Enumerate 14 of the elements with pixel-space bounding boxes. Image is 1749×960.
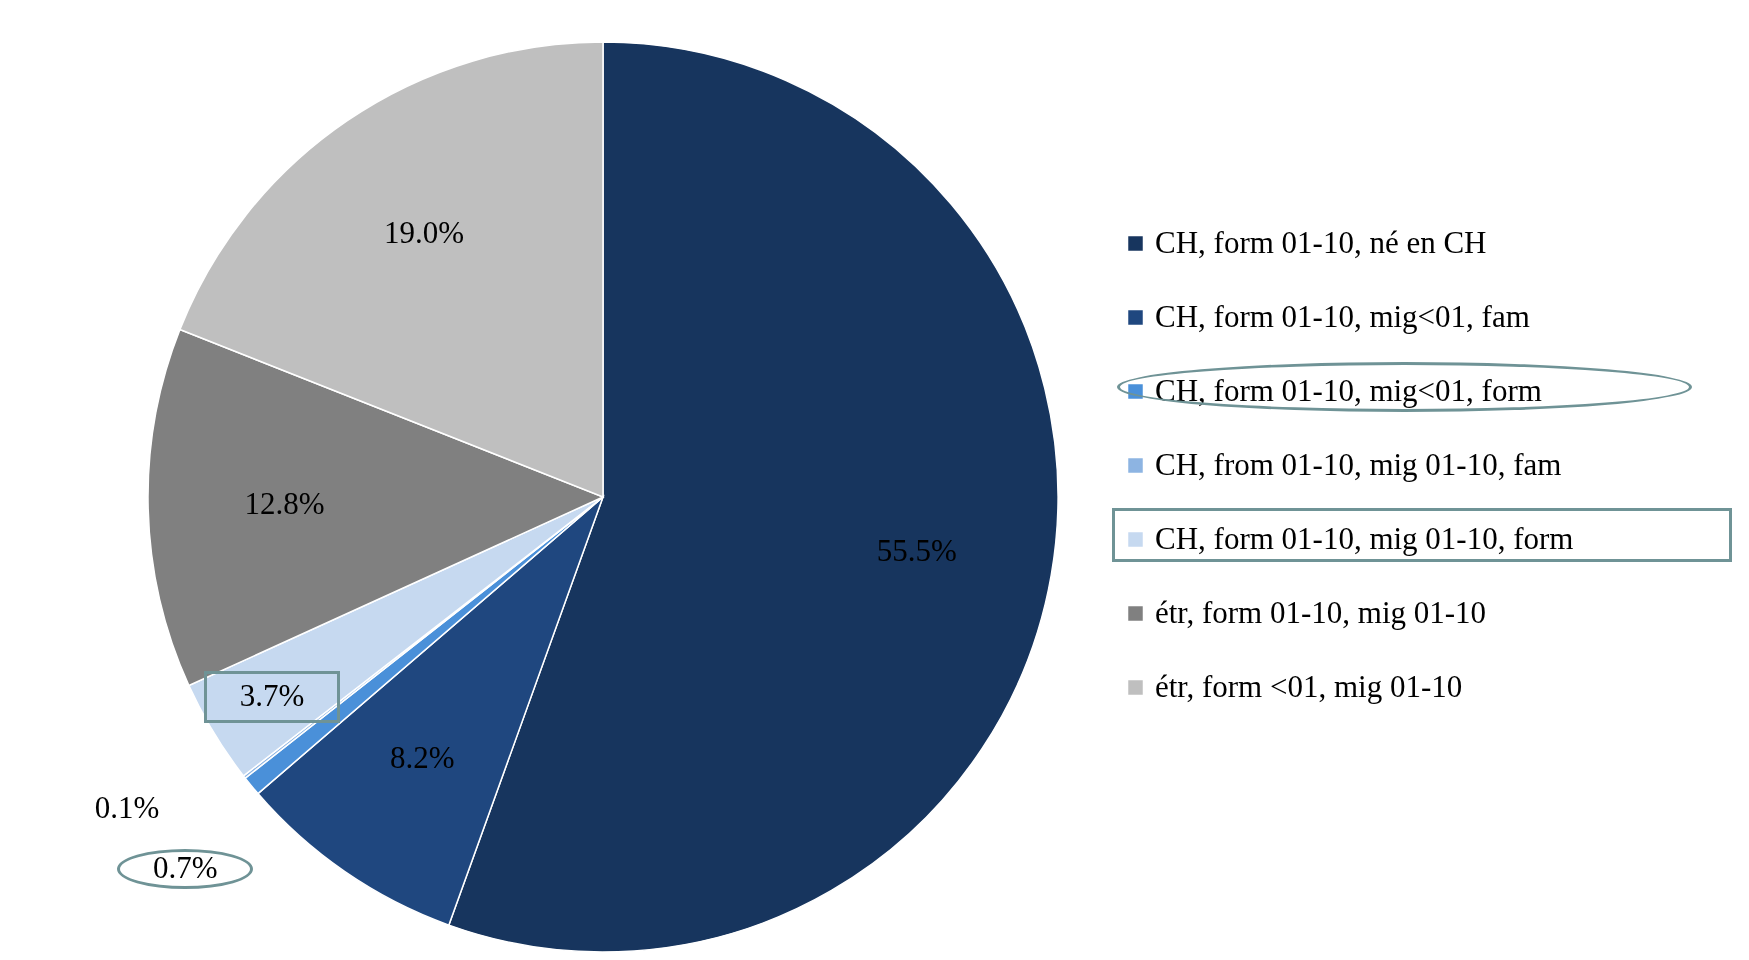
data-label: 8.2% <box>390 740 455 776</box>
data-label: 3.7% <box>239 678 305 713</box>
data-label: 0.1% <box>94 789 160 825</box>
legend-label: CH, form 01-10, mig 01-10, form <box>1155 520 1574 556</box>
legend-label: CH, form 01-10, mig<01, form <box>1155 372 1542 408</box>
data-label: 0.7% <box>152 850 218 886</box>
legend-label: CH, form 01-10, mig<01, fam <box>1155 298 1530 334</box>
legend-label: CH, from 01-10, mig 01-10, fam <box>1155 446 1562 482</box>
legend-label: étr, form 01-10, mig 01-10 <box>1155 594 1487 630</box>
legend-label: CH, form 01-10, né en CH <box>1155 224 1487 260</box>
data-label: 19.0% <box>383 214 465 250</box>
data-label: 55.5% <box>876 532 957 568</box>
data-label: 12.8% <box>244 486 325 521</box>
legend-label: étr, form <01, mig 01-10 <box>1155 668 1463 704</box>
